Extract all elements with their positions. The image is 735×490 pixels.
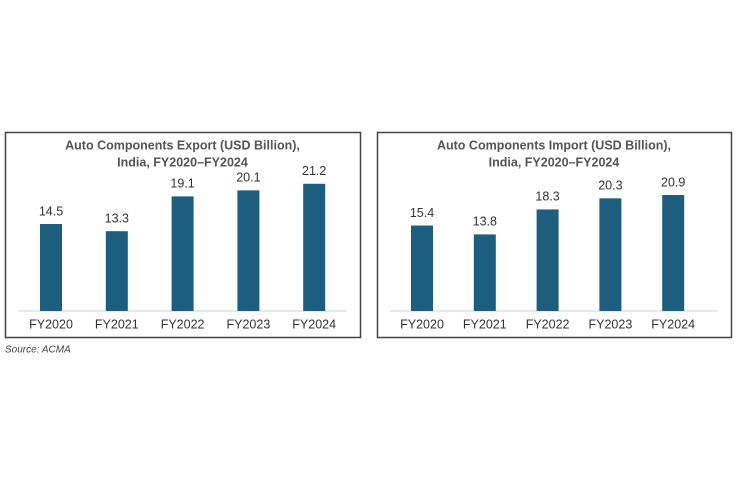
chart-title: India, FY2020–FY2024 bbox=[117, 155, 248, 169]
chart-title: Auto Components Export (USD Billion), bbox=[65, 138, 300, 152]
x-tick-label: FY2020 bbox=[29, 317, 73, 331]
value-label: 20.9 bbox=[661, 175, 685, 189]
value-label: 13.3 bbox=[105, 211, 129, 225]
value-label: 19.1 bbox=[170, 177, 194, 191]
value-label: 14.5 bbox=[39, 204, 63, 218]
x-tick-label: FY2024 bbox=[292, 317, 336, 331]
x-tick-label: FY2021 bbox=[95, 317, 139, 331]
bar bbox=[411, 225, 433, 311]
bar bbox=[171, 196, 194, 311]
x-tick-label: FY2021 bbox=[463, 317, 507, 331]
bar bbox=[303, 183, 326, 311]
x-tick-label: FY2023 bbox=[589, 317, 633, 331]
chart-title: Auto Components Import (USD Billion), bbox=[437, 138, 671, 152]
x-tick-label: FY2022 bbox=[161, 317, 205, 331]
x-tick-label: FY2020 bbox=[400, 317, 444, 331]
value-label: 20.3 bbox=[598, 179, 622, 193]
value-label: 15.4 bbox=[410, 206, 434, 220]
bar bbox=[536, 209, 559, 311]
x-tick-label: FY2024 bbox=[651, 317, 695, 331]
value-label: 20.1 bbox=[236, 171, 260, 185]
bar bbox=[473, 234, 496, 311]
x-tick-label: FY2022 bbox=[526, 317, 570, 331]
value-label: 21.2 bbox=[302, 164, 326, 178]
bar bbox=[40, 224, 62, 311]
bar bbox=[105, 231, 128, 311]
source-note: Source: ACMA bbox=[5, 345, 71, 356]
value-label: 18.3 bbox=[535, 190, 559, 204]
chart-title: India, FY2020–FY2024 bbox=[489, 155, 620, 169]
bar bbox=[599, 198, 622, 311]
value-label: 13.8 bbox=[473, 215, 497, 229]
x-tick-label: FY2023 bbox=[227, 317, 271, 331]
bar bbox=[237, 190, 260, 311]
bar bbox=[662, 195, 685, 311]
